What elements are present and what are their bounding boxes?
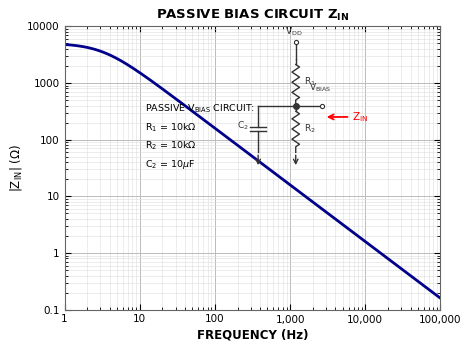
Text: Z$_{\mathsf{IN}}$: Z$_{\mathsf{IN}}$ <box>352 110 368 124</box>
Text: V$_{\mathsf{BIAS}}$: V$_{\mathsf{BIAS}}$ <box>309 82 331 94</box>
Text: C$_{\mathsf{2}}$: C$_{\mathsf{2}}$ <box>237 120 249 132</box>
Text: R$_{\mathsf{2}}$ = 10k$\Omega$: R$_{\mathsf{2}}$ = 10k$\Omega$ <box>145 140 197 152</box>
Y-axis label: |Z$_{\mathsf{IN}}$| ($\Omega$): |Z$_{\mathsf{IN}}$| ($\Omega$) <box>8 144 24 192</box>
Text: R$_{\mathsf{2}}$: R$_{\mathsf{2}}$ <box>304 123 316 135</box>
Text: PASSIVE V$_{\mathsf{BIAS}}$ CIRCUIT:: PASSIVE V$_{\mathsf{BIAS}}$ CIRCUIT: <box>145 103 256 115</box>
X-axis label: FREQUENCY (Hz): FREQUENCY (Hz) <box>197 329 308 342</box>
Text: C$_{\mathsf{2}}$ = 10$\mu$F: C$_{\mathsf{2}}$ = 10$\mu$F <box>145 158 196 171</box>
Text: R$_{\mathsf{1}}$ = 10k$\Omega$: R$_{\mathsf{1}}$ = 10k$\Omega$ <box>145 121 197 134</box>
Text: V$_{\mathsf{DD}}$: V$_{\mathsf{DD}}$ <box>285 25 303 37</box>
Title: PASSIVE BIAS CIRCUIT Z$_{\mathbf{IN}}$: PASSIVE BIAS CIRCUIT Z$_{\mathbf{IN}}$ <box>156 8 349 23</box>
Text: R$_{\mathsf{1}}$: R$_{\mathsf{1}}$ <box>304 76 316 89</box>
